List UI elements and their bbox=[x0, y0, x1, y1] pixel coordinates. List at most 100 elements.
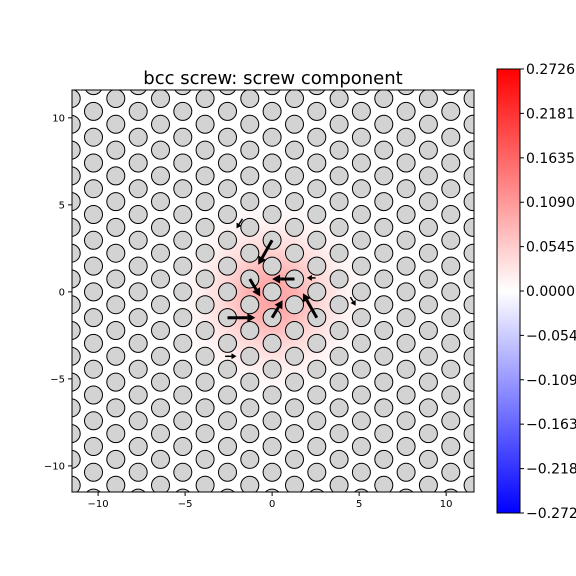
atom bbox=[441, 127, 461, 147]
atom bbox=[128, 127, 148, 147]
atom bbox=[351, 359, 371, 379]
atom bbox=[151, 166, 170, 186]
atom bbox=[351, 437, 371, 456]
displacement-arrow bbox=[272, 274, 295, 284]
atom bbox=[130, 488, 146, 492]
atom bbox=[307, 205, 327, 224]
atom bbox=[463, 475, 474, 492]
atom bbox=[195, 269, 215, 289]
atom bbox=[374, 449, 394, 469]
atom bbox=[285, 166, 304, 186]
atom bbox=[128, 385, 148, 405]
atom bbox=[84, 101, 103, 121]
atom bbox=[72, 243, 81, 263]
atom bbox=[195, 372, 215, 392]
atom bbox=[418, 90, 438, 108]
atom bbox=[396, 437, 416, 456]
atom bbox=[84, 437, 103, 456]
atom bbox=[352, 90, 370, 96]
atom bbox=[351, 256, 371, 276]
colorbar-tick-label: −0.1090 bbox=[526, 373, 576, 389]
atom bbox=[106, 192, 126, 212]
atom bbox=[240, 321, 260, 340]
atom bbox=[351, 153, 371, 173]
atom bbox=[151, 269, 170, 289]
atom bbox=[106, 346, 126, 366]
atom bbox=[264, 488, 280, 492]
atom bbox=[84, 205, 103, 224]
atom bbox=[173, 437, 193, 456]
atom bbox=[106, 90, 126, 108]
atom bbox=[418, 166, 438, 186]
atom bbox=[195, 398, 215, 418]
y-tick-label: 10 bbox=[52, 113, 65, 124]
atom bbox=[84, 256, 103, 276]
atom bbox=[173, 411, 193, 431]
atom bbox=[285, 192, 304, 212]
atom bbox=[240, 475, 260, 492]
x-tick-label: 10 bbox=[440, 499, 453, 510]
displacement-arrow bbox=[236, 218, 244, 229]
atom bbox=[418, 321, 438, 340]
atom bbox=[195, 449, 215, 469]
atom bbox=[463, 295, 474, 315]
atom bbox=[307, 333, 327, 353]
atom bbox=[240, 192, 260, 212]
atom bbox=[128, 308, 148, 328]
atom bbox=[151, 475, 170, 492]
atom bbox=[396, 153, 416, 173]
atom bbox=[307, 127, 327, 147]
atom bbox=[418, 346, 438, 366]
atom bbox=[374, 398, 394, 418]
atom bbox=[418, 243, 438, 263]
x-tick-label: −10 bbox=[88, 499, 109, 510]
atom bbox=[218, 127, 237, 147]
atom bbox=[463, 346, 474, 366]
atom bbox=[262, 359, 282, 379]
atom bbox=[285, 140, 304, 160]
atom bbox=[72, 192, 81, 212]
atom bbox=[173, 282, 193, 302]
atom bbox=[218, 437, 237, 456]
displacement-arrow bbox=[270, 300, 283, 319]
atom bbox=[106, 449, 126, 469]
atom bbox=[106, 424, 126, 444]
colorbar-ticks: 0.2726 0.2181 0.1635 0.1090 0.0545 0.0000 −0.0… bbox=[520, 62, 576, 522]
atom bbox=[84, 282, 103, 302]
atom bbox=[195, 140, 215, 160]
atom bbox=[374, 295, 394, 315]
atom bbox=[329, 346, 349, 366]
atom bbox=[84, 179, 103, 199]
atom bbox=[307, 462, 327, 482]
atom bbox=[285, 449, 304, 469]
atom bbox=[84, 308, 103, 328]
atom bbox=[240, 90, 260, 108]
atom bbox=[418, 475, 438, 492]
atom bbox=[463, 217, 474, 237]
displacement-arrow bbox=[302, 293, 319, 319]
atom bbox=[262, 101, 282, 121]
atom bbox=[128, 153, 148, 173]
atom bbox=[463, 398, 474, 418]
atom bbox=[151, 321, 170, 340]
atom bbox=[307, 179, 327, 199]
atom bbox=[418, 217, 438, 237]
atom bbox=[220, 488, 235, 492]
atom bbox=[151, 243, 170, 263]
atom bbox=[329, 424, 349, 444]
atom bbox=[307, 256, 327, 276]
atom bbox=[240, 217, 260, 237]
plot-frame bbox=[71, 89, 475, 493]
atom bbox=[329, 217, 349, 237]
x-tick-label: −5 bbox=[178, 499, 193, 510]
atom bbox=[285, 114, 304, 134]
atom bbox=[441, 333, 461, 353]
atom bbox=[263, 90, 281, 96]
colorbar: 0.2726 0.2181 0.1635 0.1090 0.0545 0.0000 −0.0… bbox=[496, 62, 576, 522]
atom bbox=[106, 269, 126, 289]
atom bbox=[463, 140, 474, 160]
atom bbox=[240, 114, 260, 134]
atom bbox=[151, 449, 170, 469]
atom bbox=[240, 346, 260, 366]
atom bbox=[72, 140, 81, 160]
